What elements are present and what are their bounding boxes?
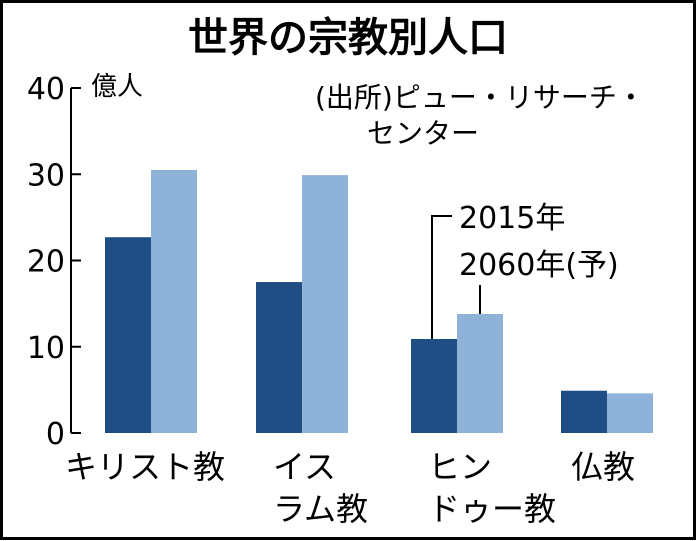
y-tick-label: 40: [27, 72, 65, 107]
chart-title: 世界の宗教別人口: [188, 15, 508, 61]
bar-series2-cat3: [457, 313, 503, 433]
source-line-2: センター: [367, 117, 479, 150]
axis-layer: 0 10 20 30 40: [27, 72, 81, 452]
y-unit-label: 億人: [91, 72, 143, 102]
source-line-1: (出所)ピュー・リサーチ・: [315, 81, 645, 114]
legend-annotation-layer: 2015年 2060年(予): [431, 201, 619, 339]
bar-series2-cat1: [151, 169, 197, 433]
category-label: イス: [273, 448, 336, 486]
category-label: キリスト教: [65, 448, 225, 486]
bar-layer: [105, 169, 653, 434]
legend-label-series1: 2015年: [459, 201, 565, 236]
bar-series1-cat2: [256, 282, 302, 433]
bar-series1-cat3: [411, 338, 457, 433]
y-tick-label: 0: [46, 417, 65, 452]
category-label: ラム教: [273, 490, 368, 528]
y-tick-label: 30: [27, 158, 65, 193]
y-tick-label: 20: [27, 245, 65, 280]
y-tick-label: 10: [27, 331, 65, 366]
category-label: ヒン: [428, 448, 492, 486]
category-label: 仏教: [571, 448, 635, 486]
bar-series1-cat1: [105, 237, 151, 433]
legend-label-series2: 2060年(予): [459, 248, 619, 283]
category-label: ドゥー教: [428, 490, 556, 528]
bar-series2-cat4: [607, 393, 653, 433]
legend-leader-line: [431, 215, 452, 339]
bar-series1-cat4: [561, 390, 607, 433]
bar-chart: 世界の宗教別人口 億人 (出所)ピュー・リサーチ・ センター 0 10 20 30 40…: [27, 15, 653, 528]
bar-series2-cat2: [302, 175, 348, 434]
